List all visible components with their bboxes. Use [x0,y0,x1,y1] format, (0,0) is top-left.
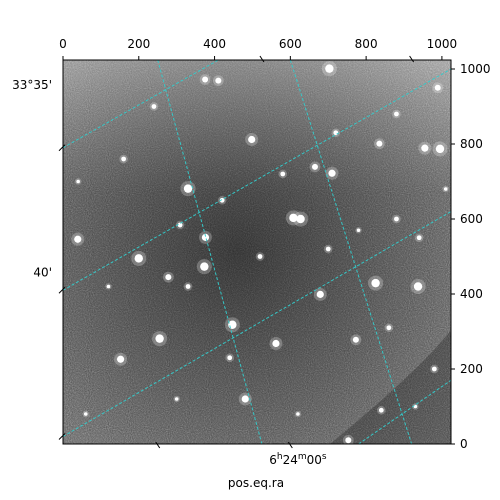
star [289,213,298,223]
ra-frame-tick [259,55,265,63]
star [328,169,336,177]
star [155,334,164,343]
star [371,278,380,288]
star [202,76,209,83]
star [215,77,222,84]
y-tick-label: 1000 [460,62,491,76]
plot-frame [62,59,452,445]
star [241,395,249,403]
star [434,84,441,91]
dec-frame-tick [58,144,66,152]
dec-grid-line [358,379,451,444]
star [386,325,392,331]
star [200,262,209,271]
star [443,187,448,191]
y-tick-label: 400 [460,287,483,301]
x-tick-label: 1000 [427,37,458,51]
star [352,336,359,343]
ra-unit: s [322,452,327,462]
right-ascension-axis: 6h24m00s [269,452,327,467]
star [435,144,445,154]
star [280,171,286,177]
star [74,235,82,243]
star [201,233,210,241]
star [325,246,331,252]
star [185,284,191,289]
ra-tick-label: 6h24m00s [269,452,327,467]
x-tick-label: 200 [127,37,150,51]
x-tick-label: 600 [279,37,302,51]
star [376,140,383,147]
star [227,355,233,361]
star [83,412,88,416]
dec-frame-tick [58,433,66,440]
ra-grid-line [289,60,413,444]
star [416,235,422,241]
dec-tick-label: 40' [33,266,52,280]
star [165,274,172,281]
star [106,284,111,289]
ra-unit: h [277,452,283,462]
ra-grid-line [157,60,263,444]
star [333,130,339,136]
right-y-axis: 0 200 400 600 800 1000 [451,62,491,451]
star [219,197,225,203]
y-tick-label: 600 [460,212,483,226]
ra-value: 00 [307,453,322,467]
star [421,144,429,152]
star [394,111,399,117]
star [345,437,352,444]
y-tick-label: 200 [460,362,483,376]
x-axis-label: pos.eq.ra [228,476,284,490]
x-tick-label: 800 [355,37,378,51]
top-x-axis: 0 200 400 600 800 1000 [59,37,457,60]
star-sources [71,61,449,444]
y-tick-label: 0 [460,437,468,451]
star [174,397,179,401]
star [272,339,280,348]
x-tick-label: 400 [203,37,226,51]
star [316,290,324,298]
dec-grid-line [63,68,451,291]
ra-frame-tick [155,441,161,449]
star [378,407,384,413]
ra-frame-tick [287,441,293,449]
dec-frame-tick [58,286,66,294]
image-panel [63,60,451,444]
star [183,184,193,193]
dec-tick-label: 33°35' [12,78,52,92]
star [356,228,361,233]
star [311,163,318,170]
ra-value: 6 [269,453,277,467]
y-tick-label: 800 [460,137,483,151]
coordinate-grid [63,60,451,444]
star [76,179,80,184]
star [413,282,423,291]
declination-axis: 33°35' 40' [12,55,415,449]
star [394,216,399,222]
star [177,222,183,228]
star [116,355,125,363]
star [325,64,334,73]
ra-value: 24 [283,453,298,467]
star [296,214,305,224]
star [134,254,143,263]
star [431,366,437,372]
star [257,254,263,259]
ra-unit: m [298,452,307,462]
star [296,412,300,416]
star [248,135,256,144]
ra-frame-tick [409,55,415,63]
star [121,156,127,162]
star [151,104,157,109]
x-tick-label: 0 [59,37,67,51]
star [228,320,237,329]
